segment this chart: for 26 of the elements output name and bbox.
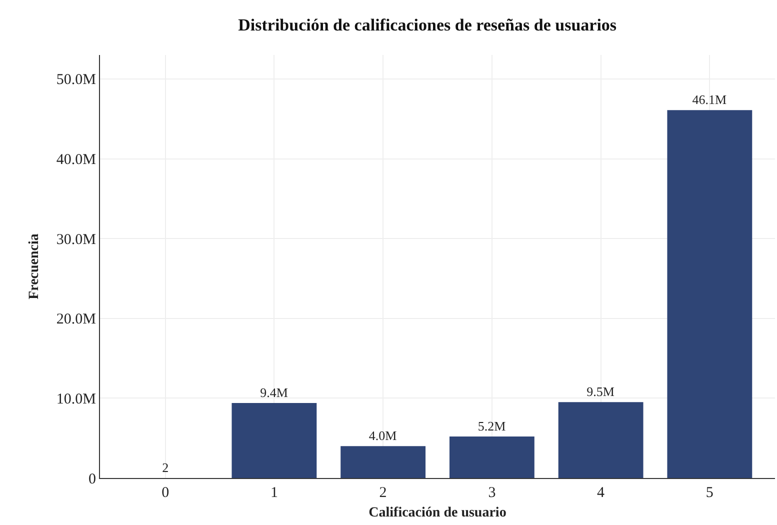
x-tick-label: 4 xyxy=(597,485,606,501)
y-tick-label: 0 xyxy=(88,471,96,488)
bar xyxy=(558,402,644,478)
data-label: 5.2M xyxy=(478,418,506,434)
data-label: 46.1M xyxy=(692,92,728,108)
y-tick-label: 40.0M xyxy=(56,152,96,168)
bar xyxy=(232,402,317,478)
y-tick-label: 30.0M xyxy=(56,232,96,248)
x-tick-label: 0 xyxy=(162,485,170,501)
x-tick-label: 3 xyxy=(488,485,496,501)
y-axis-title: Frecuencia xyxy=(27,234,42,300)
data-label: 9.4M xyxy=(260,384,288,400)
bar xyxy=(449,436,534,478)
x-tick-label: 1 xyxy=(270,485,278,501)
bar xyxy=(340,446,426,478)
x-tick-label: 5 xyxy=(706,485,714,501)
bar xyxy=(667,110,752,478)
data-label: 9.5M xyxy=(586,384,615,400)
y-tick-label: 10.0M xyxy=(56,391,96,408)
x-tick-label: 2 xyxy=(379,485,387,501)
data-label: 4.0M xyxy=(368,428,398,444)
y-tick-label: 50.0M xyxy=(56,72,96,88)
x-axis-title: Calificación de usuario xyxy=(368,505,506,520)
y-tick-label: 20.0M xyxy=(56,312,96,328)
chart-title: Distribución de calificaciones de reseñas de usuarios xyxy=(238,15,617,34)
data-label: 2 xyxy=(162,460,169,475)
